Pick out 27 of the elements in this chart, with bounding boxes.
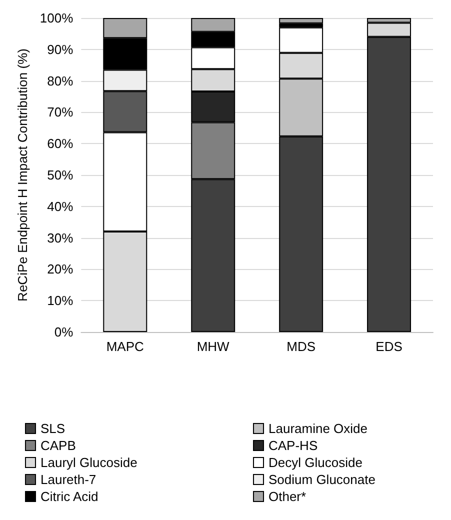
y-tick-label: 40% <box>47 198 74 214</box>
legend-label: CAP-HS <box>268 438 318 453</box>
y-tick-label: 100% <box>40 10 74 26</box>
x-tick-label: MAPC <box>106 339 144 354</box>
y-tick-label: 60% <box>47 136 74 152</box>
legend-label: Citric Acid <box>40 489 98 504</box>
y-axis-title: ReCiPe Endpoint H Impact Contribution (%) <box>15 48 30 302</box>
y-tick-label: 0% <box>54 324 74 340</box>
legend-label: SLS <box>40 421 66 436</box>
legend-label: Laureth-7 <box>40 472 96 487</box>
legend-label: Decyl Glucoside <box>268 455 362 470</box>
y-tick-label: 80% <box>47 73 74 88</box>
y-tick-label: 50% <box>47 168 74 182</box>
legend-label: Lauryl Glucoside <box>40 455 138 470</box>
y-tick-label: 90% <box>47 42 74 57</box>
y-tick-label: 20% <box>47 262 74 277</box>
x-tick-label: MDS <box>286 339 316 354</box>
legend-label: Lauramine Oxide <box>268 421 368 436</box>
y-tick-label: 70% <box>47 104 74 120</box>
y-tick-label: 10% <box>47 293 74 308</box>
x-tick-label: MHW <box>196 339 230 354</box>
y-tick-label: 30% <box>47 230 74 246</box>
legend-label: Other* <box>268 489 306 504</box>
bar <box>279 18 324 24</box>
legend-label: Sodium Gluconate <box>268 472 376 487</box>
x-tick-label: EDS <box>376 339 403 354</box>
legend-label: CAPB <box>40 438 76 453</box>
